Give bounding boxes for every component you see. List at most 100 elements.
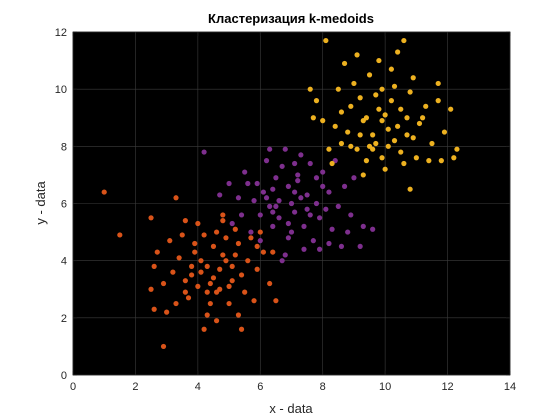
data-point: [251, 298, 257, 304]
data-point: [360, 172, 366, 178]
data-point: [201, 232, 207, 238]
data-point: [370, 132, 376, 138]
data-point: [257, 229, 263, 235]
data-point: [348, 212, 354, 218]
data-point: [416, 120, 423, 127]
data-point: [326, 189, 332, 195]
data-point: [292, 160, 298, 167]
data-point: [270, 209, 276, 215]
data-point: [248, 235, 254, 241]
data-point: [285, 220, 291, 227]
y-tick-label: 0: [61, 370, 67, 382]
data-point: [376, 106, 382, 112]
data-point: [182, 278, 188, 284]
data-point: [220, 212, 226, 218]
data-point: [301, 246, 307, 252]
data-point: [326, 146, 332, 152]
data-point: [210, 243, 217, 249]
data-point: [226, 180, 232, 187]
data-point: [220, 252, 226, 258]
data-point: [285, 235, 291, 241]
data-points: [101, 37, 460, 350]
data-point: [313, 98, 320, 104]
data-point: [379, 118, 385, 124]
data-point: [388, 66, 394, 72]
y-tick-label: 12: [55, 27, 67, 39]
data-point: [298, 195, 304, 201]
data-point: [176, 255, 182, 261]
data-point: [357, 243, 363, 249]
data-point: [366, 143, 373, 149]
data-point: [201, 326, 207, 332]
data-point: [410, 75, 416, 81]
data-point: [148, 286, 154, 292]
data-point: [373, 140, 379, 147]
data-point: [260, 189, 267, 195]
data-point: [292, 189, 298, 195]
data-point: [217, 266, 223, 272]
data-point: [204, 289, 210, 295]
y-tick-label: 4: [61, 256, 67, 268]
data-point: [388, 98, 394, 104]
data-point: [254, 180, 260, 187]
data-point: [201, 149, 207, 155]
data-point: [310, 115, 316, 121]
data-point: [213, 318, 220, 324]
data-point: [382, 112, 388, 118]
data-point: [189, 272, 195, 278]
data-point: [301, 223, 307, 229]
data-point: [198, 269, 204, 275]
data-point: [341, 60, 348, 67]
data-point: [298, 152, 304, 158]
x-tick-label: 12: [441, 381, 453, 393]
data-point: [217, 286, 223, 292]
data-point: [351, 175, 357, 181]
data-point: [204, 263, 210, 269]
data-point: [182, 218, 188, 224]
data-point: [263, 195, 270, 201]
data-point: [295, 172, 301, 178]
data-point: [329, 226, 335, 232]
data-point: [267, 203, 273, 209]
data-point: [292, 209, 298, 215]
data-point: [238, 326, 245, 332]
y-axis-label: y - data: [33, 181, 48, 225]
data-point: [151, 263, 157, 269]
data-point: [254, 266, 260, 272]
data-point: [288, 200, 295, 207]
data-point: [395, 49, 401, 55]
y-tick-label: 6: [61, 199, 67, 211]
data-point: [257, 238, 263, 244]
data-point: [348, 143, 354, 149]
data-point: [279, 163, 285, 169]
data-point: [270, 249, 276, 255]
data-point: [451, 155, 457, 161]
data-point: [232, 226, 238, 232]
data-point: [363, 115, 370, 121]
data-point: [320, 169, 326, 175]
data-point: [316, 215, 323, 221]
data-point: [313, 200, 320, 207]
data-point: [329, 160, 335, 167]
data-point: [401, 160, 407, 167]
data-point: [207, 280, 213, 287]
data-point: [326, 240, 332, 247]
data-point: [376, 57, 382, 64]
data-point: [345, 129, 351, 135]
data-point: [379, 86, 385, 92]
data-point: [410, 135, 416, 141]
data-point: [204, 312, 210, 318]
data-point: [335, 86, 341, 92]
data-point: [164, 309, 170, 315]
y-tick-label: 2: [61, 313, 67, 325]
data-point: [404, 115, 410, 121]
data-point: [307, 160, 313, 167]
data-point: [413, 155, 419, 161]
x-tick-label: 6: [257, 381, 263, 393]
data-point: [441, 129, 448, 135]
data-point: [276, 198, 282, 204]
data-point: [385, 126, 391, 132]
data-point: [398, 149, 404, 155]
data-point: [270, 223, 276, 229]
data-point: [192, 249, 198, 255]
